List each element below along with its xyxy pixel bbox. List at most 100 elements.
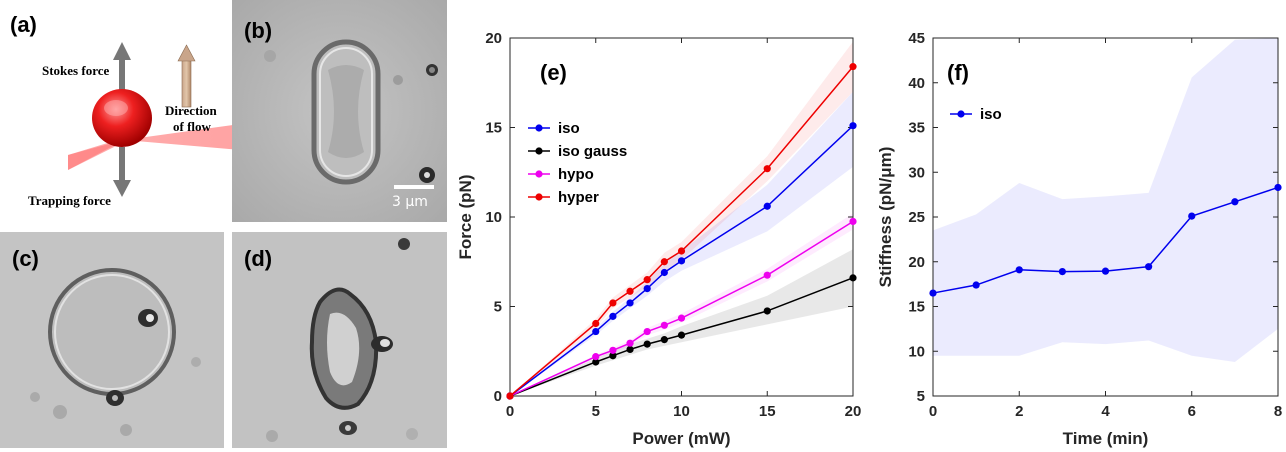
data-point-hypo bbox=[592, 353, 600, 361]
stokes-force-label: Stokes force bbox=[42, 63, 110, 78]
data-point-hyper bbox=[849, 63, 857, 71]
data-point-iso bbox=[609, 312, 617, 320]
y-tick-label: 5 bbox=[917, 388, 925, 405]
data-point-iso-gauss bbox=[592, 358, 600, 366]
panel-label-d: (d) bbox=[244, 246, 273, 271]
direction-of-flow-label-2: of flow bbox=[173, 119, 211, 134]
x-tick-label: 0 bbox=[929, 403, 937, 420]
chart-e: 0 5 10 15 20 0 5 10 15 20 Power (mW) Force (pN) (e) i… bbox=[456, 30, 862, 448]
data-point-hyper bbox=[592, 319, 600, 328]
scale-bar-label: 3 μm bbox=[392, 194, 428, 210]
y-tick-label: 20 bbox=[485, 30, 502, 47]
data-point-hyper bbox=[643, 276, 651, 284]
data-point-hypo bbox=[849, 217, 857, 226]
panel-label: (e) bbox=[540, 60, 567, 85]
data-point-iso bbox=[929, 289, 937, 297]
stokes-force-arrow bbox=[113, 42, 131, 98]
data-point-iso bbox=[677, 257, 686, 265]
data-point-iso bbox=[972, 281, 980, 289]
data-point-iso-gauss bbox=[660, 336, 668, 344]
trapping-force-label: Trapping force bbox=[28, 193, 111, 208]
micrograph-d: (d) bbox=[232, 232, 447, 448]
panel-label-c: (c) bbox=[12, 246, 39, 271]
x-tick-label: 4 bbox=[1101, 403, 1110, 420]
data-point-hyper bbox=[506, 392, 514, 400]
y-tick-label: 45 bbox=[908, 30, 925, 47]
x-tick-label: 10 bbox=[673, 403, 690, 420]
data-point-iso bbox=[660, 268, 668, 277]
data-point-iso-gauss bbox=[643, 340, 651, 348]
data-point-iso-gauss bbox=[609, 352, 617, 360]
data-point-hypo bbox=[677, 314, 686, 322]
x-axis-label: Power (mW) bbox=[632, 429, 730, 448]
laser-beam bbox=[68, 124, 240, 170]
data-point-iso-gauss bbox=[763, 307, 771, 315]
y-tick-label: 10 bbox=[485, 209, 502, 226]
data-point-hypo bbox=[626, 339, 634, 347]
x-tick-label: 8 bbox=[1274, 403, 1282, 420]
data-point-iso bbox=[1058, 267, 1066, 276]
legend-marker bbox=[957, 110, 965, 118]
data-point-hyper bbox=[677, 247, 686, 255]
x-tick-label: 0 bbox=[506, 403, 514, 420]
legend-label: iso bbox=[980, 106, 1002, 123]
data-point-hyper bbox=[763, 165, 771, 173]
panel-label: (f) bbox=[947, 60, 969, 85]
data-point-iso bbox=[849, 122, 857, 130]
x-tick-label: 15 bbox=[759, 403, 776, 420]
data-point-iso-gauss bbox=[677, 331, 686, 339]
micrograph-c: (c) bbox=[0, 232, 224, 448]
x-tick-label: 2 bbox=[1015, 403, 1023, 420]
y-tick-label: 5 bbox=[494, 299, 502, 316]
data-point-hyper bbox=[626, 287, 634, 295]
data-point-iso bbox=[592, 327, 600, 336]
data-point-hypo bbox=[609, 346, 617, 354]
y-axis-label: Stiffness (pN/μm) bbox=[876, 147, 895, 288]
legend-marker bbox=[535, 124, 543, 132]
data-point-iso bbox=[1101, 267, 1110, 275]
legend-label: hyper bbox=[558, 189, 599, 206]
confidence-band-iso bbox=[933, 38, 1278, 362]
data-point-hypo bbox=[643, 327, 651, 336]
legend-label: iso gauss bbox=[558, 143, 627, 160]
direction-of-flow-label-1: Direction bbox=[165, 103, 217, 118]
x-tick-label: 5 bbox=[592, 403, 600, 420]
y-tick-label: 30 bbox=[908, 164, 925, 181]
confidence-band-hyper bbox=[510, 41, 853, 396]
legend-marker bbox=[535, 193, 543, 201]
y-axis-label: Force (pN) bbox=[456, 175, 475, 260]
data-point-iso bbox=[643, 285, 651, 293]
legend-marker bbox=[535, 170, 543, 178]
y-tick-label: 25 bbox=[908, 209, 925, 226]
panel-label-b: (b) bbox=[244, 18, 273, 43]
y-tick-label: 20 bbox=[908, 254, 925, 271]
data-point-iso-gauss bbox=[849, 274, 857, 282]
panel-a: (a) Stokes force Direction of flow Trapp… bbox=[0, 0, 240, 225]
x-tick-label: 20 bbox=[845, 403, 862, 420]
legend-label: iso bbox=[558, 120, 580, 137]
data-point-iso bbox=[1015, 266, 1023, 274]
y-tick-label: 10 bbox=[908, 343, 925, 360]
micrograph-b: (b) 3 μm bbox=[232, 0, 447, 222]
x-tick-label: 6 bbox=[1188, 403, 1196, 420]
legend-marker bbox=[535, 147, 543, 155]
trapping-force-arrow bbox=[113, 147, 131, 197]
x-axis-label: Time (min) bbox=[1063, 429, 1149, 448]
y-tick-label: 35 bbox=[908, 120, 925, 137]
data-point-hyper bbox=[609, 299, 617, 307]
data-point-hypo bbox=[660, 321, 668, 329]
red-blood-cell bbox=[92, 89, 152, 147]
legend-label: hypo bbox=[558, 166, 594, 183]
y-tick-label: 40 bbox=[908, 75, 925, 92]
chart-f: 0 2 4 6 8 5 10 15 20 25 30 35 40 45 Time (min) Stiffnes… bbox=[876, 30, 1282, 448]
flow-direction-arrow bbox=[177, 44, 196, 108]
data-point-iso bbox=[763, 202, 771, 210]
y-tick-label: 15 bbox=[485, 120, 502, 137]
y-tick-label: 0 bbox=[494, 388, 502, 405]
data-point-iso bbox=[1231, 198, 1239, 206]
trap-schematic bbox=[68, 42, 240, 197]
data-point-iso bbox=[1274, 183, 1282, 192]
y-tick-label: 15 bbox=[908, 299, 925, 316]
data-point-hyper bbox=[660, 258, 668, 266]
data-point-iso-gauss bbox=[626, 345, 634, 354]
